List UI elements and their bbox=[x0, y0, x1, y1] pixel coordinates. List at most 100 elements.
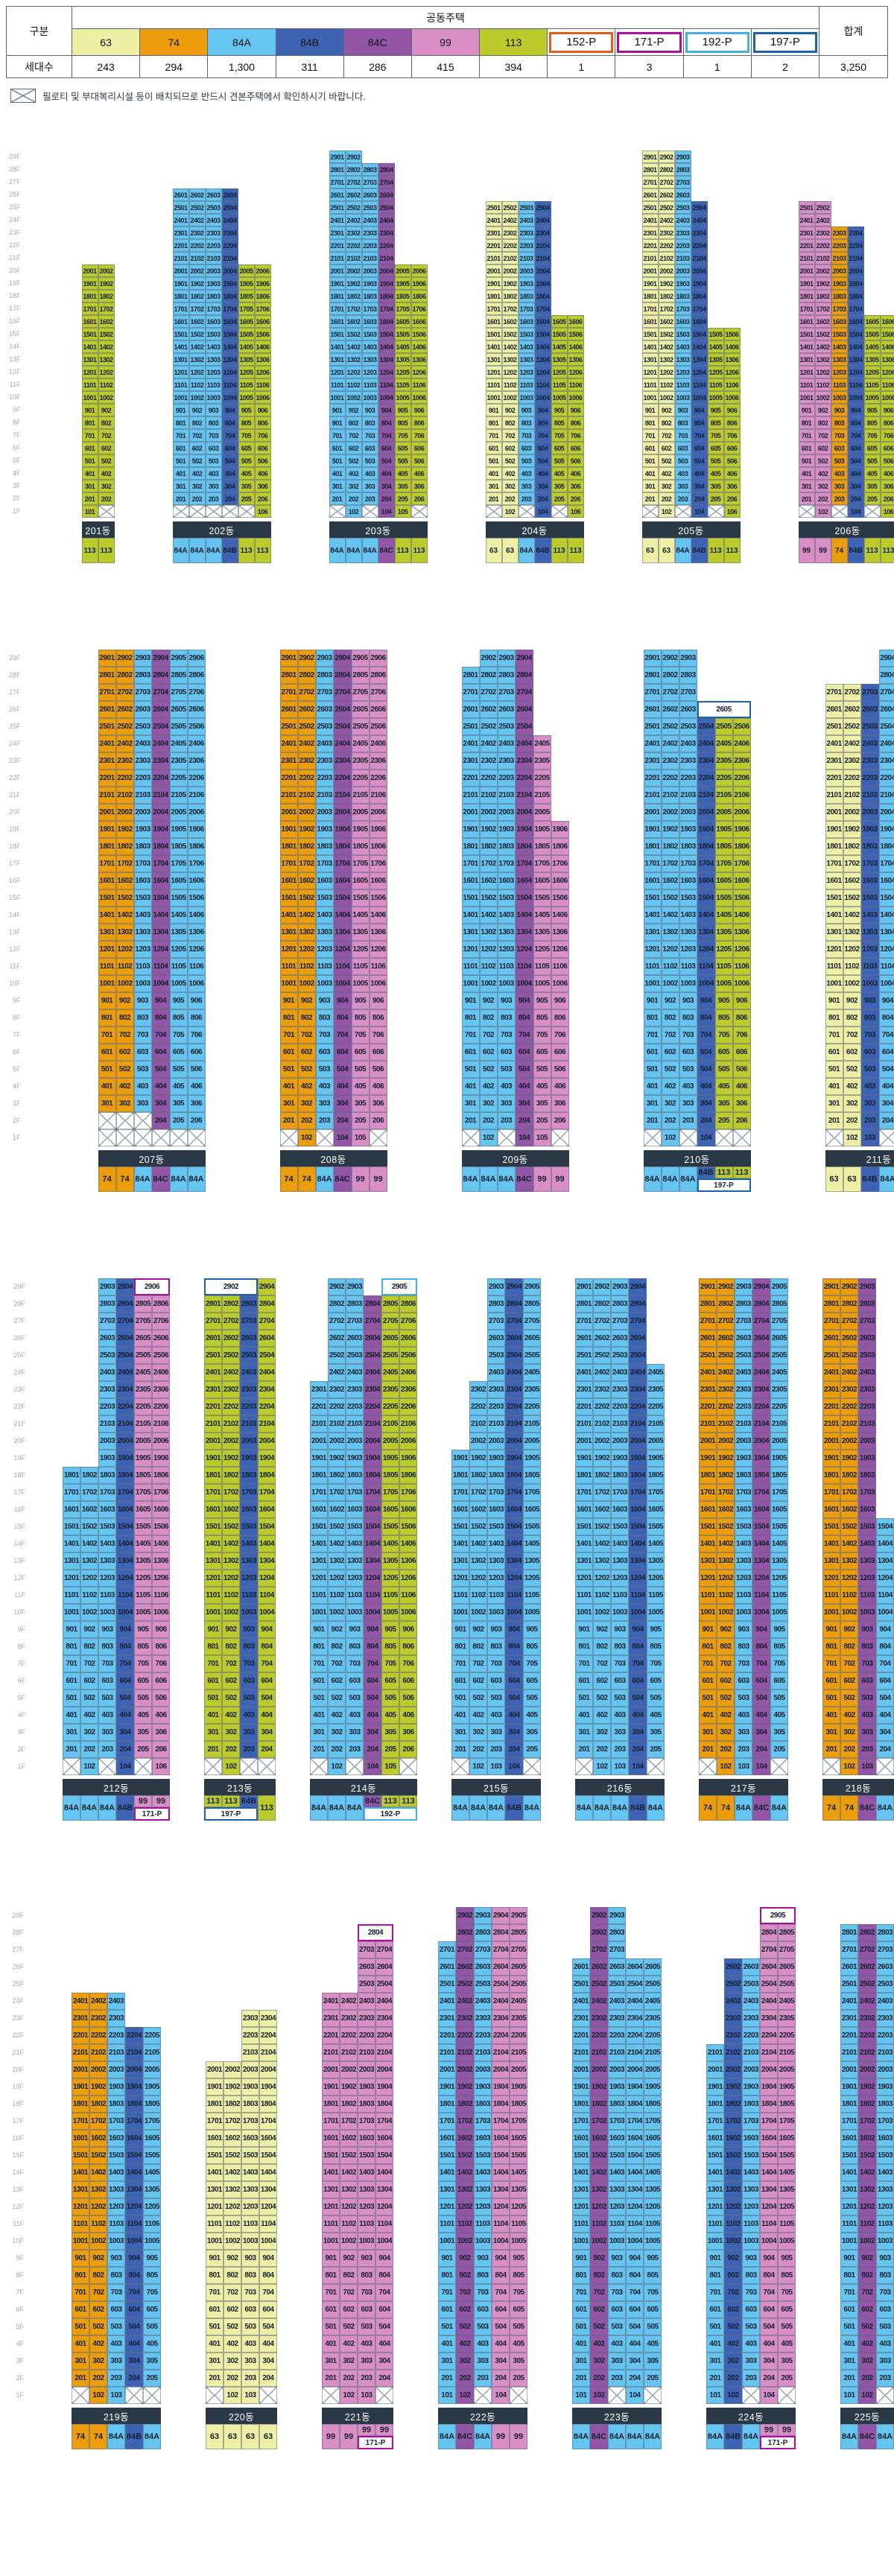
unit-cell-2203: 2203 bbox=[107, 2027, 125, 2044]
unit-cell-2405: 2405 bbox=[510, 1993, 527, 2010]
unit-cell-402: 402 bbox=[345, 467, 362, 480]
unit-cell-901: 901 bbox=[322, 2250, 340, 2267]
unit-cell-2705: 2705 bbox=[523, 1313, 541, 1330]
unit-cell-106: 106 bbox=[254, 505, 271, 518]
unit-cell-905: 905 bbox=[238, 404, 255, 416]
unit-cell-2802: 2802 bbox=[115, 667, 134, 684]
unit-cell-2301: 2301 bbox=[438, 2010, 456, 2027]
building-tower: 2001 1901 1801 1701 1601 1501 1401 1301 1201 1101… bbox=[81, 150, 115, 518]
unit-cell-903: 903 bbox=[240, 1621, 258, 1638]
unit-cell-1103: 1103 bbox=[107, 2215, 125, 2233]
unit-cell-1903: 1903 bbox=[346, 1450, 364, 1467]
unit-cell-1503: 1503 bbox=[240, 1518, 258, 1535]
unit-cell-1305: 1305 bbox=[381, 1552, 399, 1570]
unit-cell-102: 102 bbox=[479, 1129, 498, 1146]
unit-cell-604: 604 bbox=[221, 442, 238, 454]
piloti-cell bbox=[143, 2387, 161, 2404]
unit-cell-1806: 1806 bbox=[152, 1467, 170, 1484]
unit-cell-2701: 2701 bbox=[438, 1941, 456, 1958]
unit-cell-2104: 2104 bbox=[258, 1415, 276, 1433]
floor-label-4F: 4F bbox=[16, 2340, 24, 2347]
unit-cell-2801: 2801 bbox=[279, 667, 298, 684]
unit-cell-901: 901 bbox=[825, 992, 843, 1009]
unit-cell-1403: 1403 bbox=[346, 1535, 364, 1552]
unit-cell-1101: 1101 bbox=[172, 378, 189, 391]
unit-cell-2102: 2102 bbox=[814, 252, 831, 264]
unit-cell-403: 403 bbox=[735, 1707, 752, 1724]
unit-cell-902: 902 bbox=[479, 992, 498, 1009]
unit-cell-204: 204 bbox=[847, 492, 864, 505]
piloti-cell bbox=[707, 505, 724, 518]
unit-cell-1402: 1402 bbox=[593, 1535, 611, 1552]
unit-cell-1603: 1603 bbox=[358, 2130, 375, 2147]
unit-cell-1902: 1902 bbox=[89, 2078, 107, 2096]
unit-cell-503: 503 bbox=[518, 454, 535, 467]
unit-cell-205: 205 bbox=[863, 492, 881, 505]
unit-cell-1902: 1902 bbox=[115, 821, 134, 838]
unit-cell-205: 205 bbox=[533, 1112, 551, 1129]
unit-cell-403: 403 bbox=[358, 2335, 375, 2353]
unit-cell-1603: 1603 bbox=[361, 315, 378, 328]
unit-cell-1004: 1004 bbox=[691, 391, 708, 404]
unit-cell-1303: 1303 bbox=[742, 2181, 760, 2198]
unit-cell-1603: 1603 bbox=[679, 872, 697, 889]
unit-cell-1102: 1102 bbox=[328, 1587, 346, 1604]
unit-cell-1602: 1602 bbox=[224, 2130, 241, 2147]
unit-cell-1301: 1301 bbox=[641, 353, 659, 366]
unit-cell-1806: 1806 bbox=[369, 838, 387, 855]
unit-cell-2401: 2401 bbox=[204, 1364, 222, 1381]
unit-cell-1104: 1104 bbox=[221, 378, 238, 391]
unit-cell-204: 204 bbox=[333, 1112, 352, 1129]
unit-cell-2104: 2104 bbox=[629, 1415, 647, 1433]
piloti-cell bbox=[187, 1129, 206, 1146]
unit-cell-302: 302 bbox=[658, 480, 675, 492]
unit-cell-2403: 2403 bbox=[487, 1364, 505, 1381]
unit-cell-1403: 1403 bbox=[674, 340, 691, 353]
unit-cell-1801: 1801 bbox=[63, 1467, 80, 1484]
unit-cell-1701: 1701 bbox=[72, 2113, 89, 2130]
unit-cell-1601: 1601 bbox=[461, 872, 480, 889]
unit-cell-2904: 2904 bbox=[258, 1278, 276, 1295]
unit-cell-2102: 2102 bbox=[590, 2044, 608, 2061]
unit-cell-1901: 1901 bbox=[699, 1450, 717, 1467]
type-strip-p-group: 99 99 171-P bbox=[760, 2424, 796, 2449]
unit-cell-1501: 1501 bbox=[461, 889, 480, 907]
unit-cell-1601: 1601 bbox=[641, 315, 659, 328]
unit-cell-2004: 2004 bbox=[221, 264, 238, 277]
unit-cell-801: 801 bbox=[206, 2267, 224, 2284]
unit-cell-1904: 1904 bbox=[760, 2078, 778, 2096]
unit-cell-1403: 1403 bbox=[860, 907, 879, 924]
unit-cell-1206: 1206 bbox=[254, 366, 271, 378]
piloti-cell bbox=[259, 2387, 277, 2404]
unit-cell-1503: 1503 bbox=[487, 1518, 505, 1535]
unit-cell-1604: 1604 bbox=[333, 872, 352, 889]
floor-label-22F: 22F bbox=[12, 2031, 24, 2039]
unit-cell-603: 603 bbox=[735, 1672, 752, 1690]
unit-cell-2701: 2701 bbox=[461, 684, 480, 701]
unit-cell-905: 905 bbox=[143, 2250, 161, 2267]
unit-cell-1005: 1005 bbox=[551, 391, 568, 404]
unit-cell-2202: 2202 bbox=[840, 1398, 858, 1415]
unit-cell-2903: 2903 bbox=[346, 1278, 364, 1295]
unit-cell-1106: 1106 bbox=[410, 378, 428, 391]
unit-cell-703: 703 bbox=[205, 429, 222, 442]
unit-cell-1501: 1501 bbox=[206, 2147, 224, 2164]
unit-cell-302: 302 bbox=[224, 2353, 241, 2370]
unit-cell-2005: 2005 bbox=[394, 264, 411, 277]
unit-cell-502: 502 bbox=[724, 2318, 742, 2335]
unit-cell-903: 903 bbox=[346, 1621, 364, 1638]
piloti-cell bbox=[510, 2387, 527, 2404]
unit-cell-2505: 2505 bbox=[714, 718, 733, 735]
penthouse-unit-cell-2905-192-P: 2905 bbox=[381, 1278, 417, 1295]
piloti-cell bbox=[876, 2387, 894, 2404]
unit-cell-1002: 1002 bbox=[479, 975, 498, 992]
unit-cell-706: 706 bbox=[152, 1655, 170, 1672]
unit-cell-1004: 1004 bbox=[505, 1604, 523, 1621]
unit-cell-2102: 2102 bbox=[717, 1415, 735, 1433]
unit-cell-805: 805 bbox=[510, 2267, 527, 2284]
unit-cell-804: 804 bbox=[333, 1009, 352, 1027]
unit-cell-2902: 2902 bbox=[593, 1278, 611, 1295]
type-cell-84C: 84C bbox=[858, 1795, 876, 1821]
piloti-cell bbox=[518, 505, 535, 518]
unit-cell-1602: 1602 bbox=[661, 872, 679, 889]
